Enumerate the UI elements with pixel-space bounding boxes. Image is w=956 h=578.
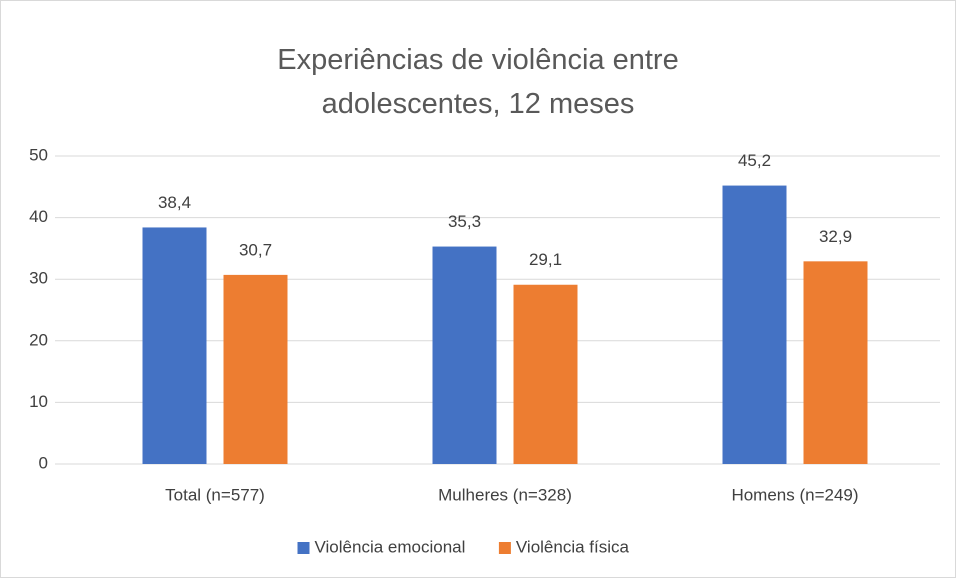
x-tick-label: Total (n=577) xyxy=(165,485,265,504)
y-tick-label: 10 xyxy=(29,392,48,411)
y-tick-label: 30 xyxy=(29,269,48,288)
legend-swatch xyxy=(297,542,310,554)
bar xyxy=(803,261,868,464)
bar xyxy=(223,274,288,464)
x-tick-label: Mulheres (n=328) xyxy=(438,485,572,504)
y-tick-label: 40 xyxy=(29,207,48,226)
legend-label: Violência física xyxy=(516,537,630,556)
legend-label: Violência emocional xyxy=(315,537,466,556)
bar xyxy=(513,284,578,464)
x-tick-label: Homens (n=249) xyxy=(731,485,858,504)
data-label: 30,7 xyxy=(239,240,272,259)
legend-swatch xyxy=(498,542,511,554)
data-label: 29,1 xyxy=(529,250,562,269)
bar xyxy=(142,227,207,464)
data-label: 45,2 xyxy=(738,151,771,170)
bar xyxy=(432,246,497,464)
data-label: 32,9 xyxy=(819,227,852,246)
y-tick-label: 20 xyxy=(29,330,48,349)
data-label: 38,4 xyxy=(158,193,191,212)
chart-title: Experiências de violência entre adolesce… xyxy=(277,44,679,120)
data-label: 35,3 xyxy=(448,212,481,231)
bar xyxy=(722,185,787,464)
y-tick-label: 50 xyxy=(29,145,48,164)
y-tick-label: 0 xyxy=(39,453,48,472)
